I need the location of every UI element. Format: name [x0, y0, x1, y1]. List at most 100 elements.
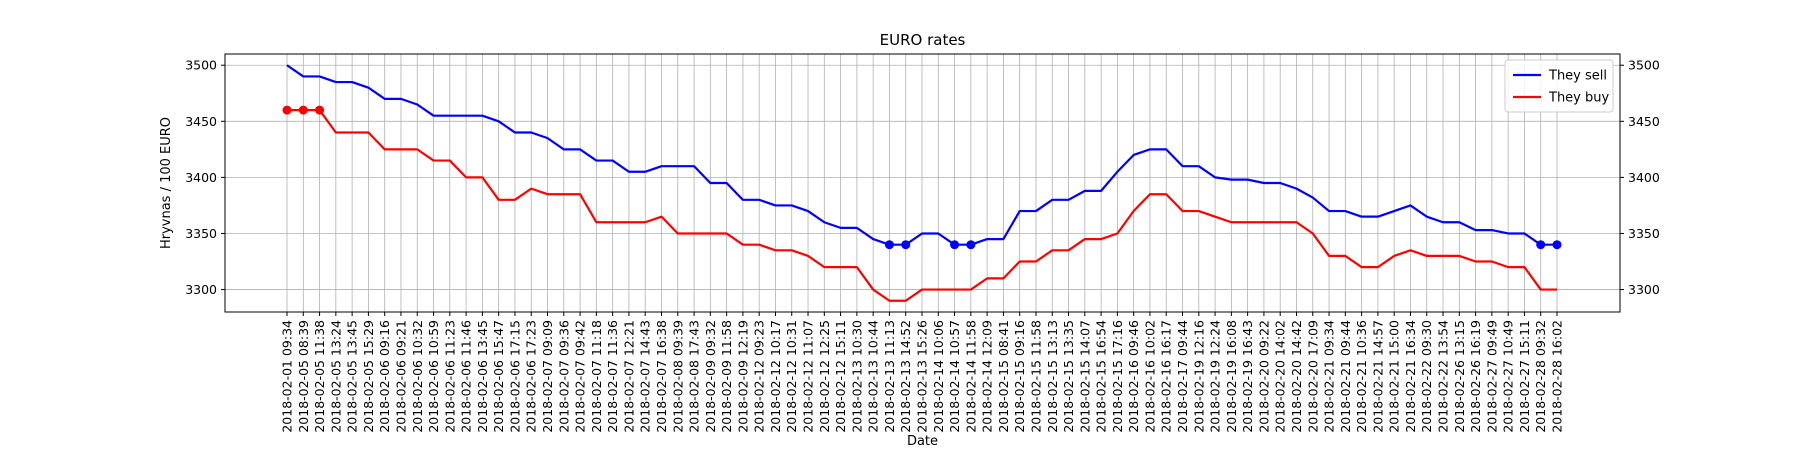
- y-tick-label: 3350: [185, 226, 217, 241]
- x-tick-label: 2018-02-13 14:52: [898, 320, 913, 433]
- legend-label: They sell: [1548, 69, 1607, 84]
- y-axis-label: Hryvnas / 100 EURO: [159, 117, 174, 249]
- x-tick-label: 2018-02-06 09:21: [393, 320, 408, 433]
- x-tick-label: 2018-02-13 11:13: [882, 320, 897, 433]
- x-tick-label: 2018-02-26 16:19: [1468, 320, 1483, 433]
- x-tick-label: 2018-02-21 09:34: [1322, 320, 1337, 433]
- x-tick-label: 2018-02-27 15:11: [1517, 320, 1532, 433]
- x-tick-label: 2018-02-19 16:08: [1224, 320, 1239, 433]
- x-tick-label: 2018-02-15 17:16: [1110, 320, 1125, 433]
- x-tick-label: 2018-02-06 09:16: [377, 320, 392, 433]
- x-tick-label: 2018-02-21 10:36: [1354, 320, 1369, 433]
- chart-title: EURO rates: [880, 31, 966, 49]
- x-tick-label: 2018-02-07 09:36: [556, 320, 571, 433]
- x-tick-label: 2018-02-06 17:15: [507, 320, 522, 433]
- x-tick-label: 2018-02-08 17:43: [687, 320, 702, 433]
- y-tick-label: 3450: [185, 114, 217, 129]
- series-layer: [282, 64, 1562, 302]
- series-line: [287, 108, 1557, 302]
- x-tick-label: 2018-02-16 16:17: [1159, 320, 1174, 433]
- x-tick-label: 2018-02-14 10:57: [947, 320, 962, 433]
- x-tick-label: 2018-02-22 09:30: [1419, 320, 1434, 433]
- x-tick-label: 2018-02-13 10:44: [866, 320, 881, 433]
- y-tick-label-right: 3300: [1628, 282, 1660, 297]
- x-tick-label: 2018-02-09 11:58: [719, 320, 734, 433]
- x-tick-label: 2018-02-26 13:15: [1452, 320, 1467, 433]
- left-y-axis: 3300 3350 3400 3450 3500: [185, 58, 225, 297]
- legend-item: They sell: [1513, 69, 1607, 84]
- y-tick-label: 3300: [185, 282, 217, 297]
- legend-label: They buy: [1548, 91, 1609, 106]
- x-tick-label: 2018-02-09 09:32: [703, 320, 718, 433]
- x-tick-label: 2018-02-12 11:07: [801, 320, 816, 433]
- y-tick-label-right: 3400: [1628, 170, 1660, 185]
- x-tick-label: 2018-02-12 12:25: [817, 320, 832, 433]
- x-tick-label: 2018-02-06 11:46: [459, 320, 474, 433]
- x-tick-label: 2018-02-12 10:17: [768, 320, 783, 433]
- x-tick-label: 2018-02-12 10:31: [784, 320, 799, 433]
- data-point-marker: [884, 240, 894, 250]
- x-tick-label: 2018-02-28 16:02: [1550, 320, 1565, 433]
- x-tick-label: 2018-02-07 16:38: [654, 320, 669, 433]
- x-tick-label: 2018-02-20 14:02: [1273, 320, 1288, 433]
- x-tick-label: 2018-02-05 15:29: [361, 320, 376, 433]
- x-axis-label: Date: [907, 434, 938, 449]
- series-they-buy: [282, 105, 1557, 302]
- x-axis: 2018-02-01 09:34 2018-02-05 08:39 2018-02-…: [280, 312, 1565, 433]
- x-tick-label: 2018-02-07 14:43: [638, 320, 653, 433]
- x-tick-label: 2018-02-12 15:11: [833, 320, 848, 433]
- x-tick-label: 2018-02-15 13:35: [1061, 320, 1076, 433]
- x-tick-label: 2018-02-27 10:49: [1501, 320, 1516, 433]
- y-tick-label: 3400: [185, 170, 217, 185]
- x-tick-label: 2018-02-07 12:21: [621, 320, 636, 433]
- x-tick-label: 2018-02-06 10:32: [410, 320, 425, 433]
- x-tick-label: 2018-02-19 16:43: [1240, 320, 1255, 433]
- legend: They sell They buy: [1504, 59, 1614, 113]
- x-tick-label: 2018-02-21 09:44: [1338, 320, 1353, 433]
- x-tick-label: 2018-02-21 14:57: [1370, 320, 1385, 433]
- x-tick-label: 2018-02-15 11:58: [1028, 320, 1043, 433]
- x-tick-label: 2018-02-12 09:23: [752, 320, 767, 433]
- x-tick-label: 2018-02-22 13:54: [1436, 320, 1451, 433]
- x-tick-label: 2018-02-01 09:34: [280, 320, 295, 433]
- x-tick-label: 2018-02-07 09:42: [573, 320, 588, 433]
- x-tick-label: 2018-02-07 09:09: [540, 320, 555, 433]
- x-tick-label: 2018-02-19 12:16: [1191, 320, 1206, 433]
- x-tick-label: 2018-02-15 09:16: [1012, 320, 1027, 433]
- x-tick-label: 2018-02-06 13:45: [475, 320, 490, 433]
- x-tick-label: 2018-02-15 13:13: [1045, 320, 1060, 433]
- x-tick-label: 2018-02-21 15:00: [1387, 320, 1402, 433]
- x-tick-label: 2018-02-20 09:22: [1256, 320, 1271, 433]
- data-point-marker: [966, 240, 976, 250]
- x-tick-label: 2018-02-15 16:54: [1094, 320, 1109, 433]
- x-tick-label: 2018-02-14 11:58: [963, 320, 978, 433]
- x-tick-label: 2018-02-20 17:09: [1305, 320, 1320, 433]
- x-tick-label: 2018-02-08 09:39: [670, 320, 685, 433]
- data-point-marker: [315, 105, 325, 115]
- x-tick-label: 2018-02-28 09:32: [1533, 320, 1548, 433]
- x-tick-label: 2018-02-27 09:49: [1484, 320, 1499, 433]
- x-tick-label: 2018-02-05 13:45: [345, 320, 360, 433]
- x-tick-label: 2018-02-07 11:36: [605, 320, 620, 433]
- data-point-marker: [282, 105, 292, 115]
- y-tick-label-right: 3500: [1628, 58, 1660, 73]
- x-tick-label: 2018-02-06 15:47: [491, 320, 506, 433]
- x-tick-label: 2018-02-06 11:23: [442, 320, 457, 433]
- y-tick-label-right: 3450: [1628, 114, 1660, 129]
- x-tick-label: 2018-02-15 14:07: [1077, 320, 1092, 433]
- data-point-marker: [1536, 240, 1546, 250]
- data-point-marker: [901, 240, 911, 250]
- x-tick-label: 2018-02-06 10:59: [426, 320, 441, 433]
- x-tick-label: 2018-02-05 13:24: [328, 320, 343, 433]
- y-tick-label: 3500: [185, 58, 217, 73]
- x-tick-label: 2018-02-13 15:26: [915, 320, 930, 433]
- data-point-marker: [950, 240, 960, 250]
- y-tick-label-right: 3350: [1628, 226, 1660, 241]
- legend-box: [1504, 59, 1614, 113]
- x-tick-label: 2018-02-20 14:42: [1289, 320, 1304, 433]
- x-tick-label: 2018-02-15 08:41: [996, 320, 1011, 433]
- x-tick-label: 2018-02-16 09:46: [1126, 320, 1141, 433]
- x-tick-label: 2018-02-13 10:30: [849, 320, 864, 433]
